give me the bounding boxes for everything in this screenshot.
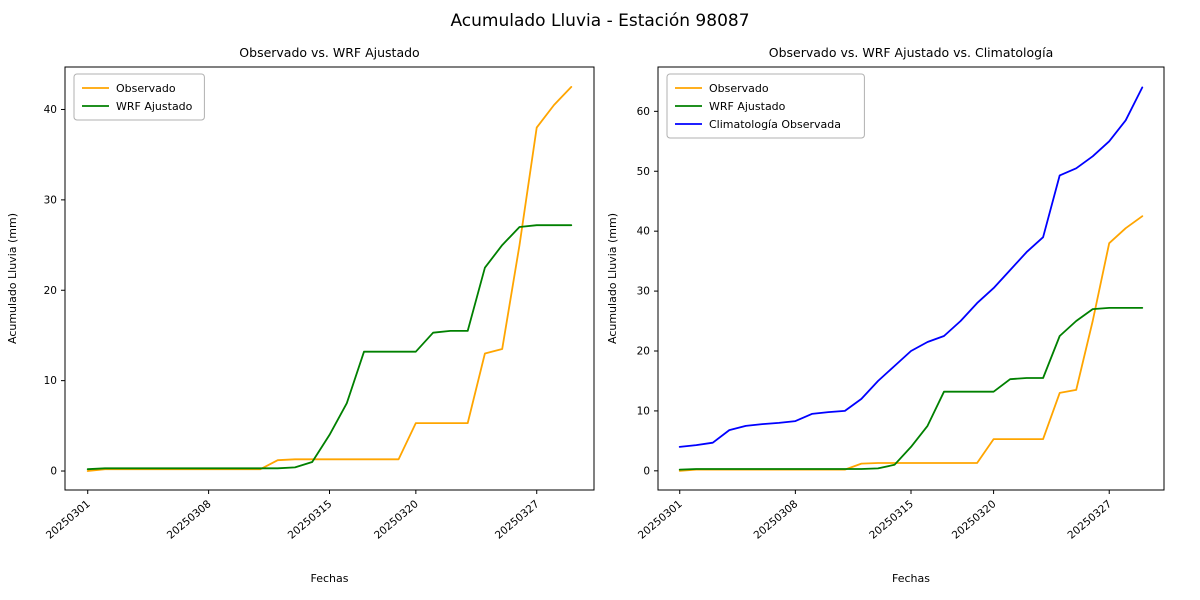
y-tick-label: 0 [50, 466, 57, 478]
legend-box [73, 73, 205, 121]
x-tick-label: 20250308 [165, 498, 214, 542]
x-tick-label: 20250315 [286, 498, 335, 542]
chart-observado-vs-wrf-vs-climatologia: Observado vs. WRF Ajustado vs. Climatolo… [600, 42, 1200, 600]
chart-canvas-left: Observado vs. WRF Ajustado 0 10 20 30 40 20250… [6, 45, 595, 585]
y-tick-label: 10 [44, 375, 57, 387]
legend-label-observado: Observado [116, 82, 176, 95]
x-tick-label: 20250315 [867, 498, 916, 542]
y-tick-label: 50 [637, 166, 650, 178]
y-axis-label: Acumulado Lluvia (mm) [606, 213, 619, 344]
x-tick-label: 20250327 [1065, 498, 1114, 542]
legend-box [666, 73, 865, 139]
series-line-observado [86, 86, 573, 472]
y-tick-label: 10 [637, 405, 650, 417]
legend-label-wrf-ajustado: WRF Ajustado [709, 100, 786, 113]
y-tick-label: 20 [44, 285, 57, 297]
y-tick-label: 30 [44, 194, 57, 206]
x-tick-label: 20250301 [636, 498, 685, 542]
y-tick-label: 40 [637, 226, 650, 238]
y-tick-label: 30 [637, 286, 650, 298]
subplot-title: Observado vs. WRF Ajustado vs. Climatolo… [769, 45, 1053, 60]
chart-observado-vs-wrf: Observado vs. WRF Ajustado 0 10 20 30 40 20250… [0, 42, 600, 600]
x-tick-label: 20250327 [493, 498, 542, 542]
legend: Observado WRF Ajustado Climatología Observ… [666, 73, 865, 139]
subplot-title: Observado vs. WRF Ajustado [239, 45, 419, 60]
x-axis-label: Fechas [892, 572, 930, 585]
y-tick-label: 40 [44, 104, 57, 116]
legend-label-climatologia-observada: Climatología Observada [709, 118, 841, 131]
chart-canvas-right: Observado vs. WRF Ajustado vs. Climatolo… [606, 45, 1165, 585]
series-line-wrf-ajustado [86, 224, 573, 471]
figure-title: Acumulado Lluvia - Estación 98087 [450, 11, 750, 31]
legend-label-observado: Observado [709, 82, 769, 95]
legend: Observado WRF Ajustado [73, 73, 205, 121]
x-tick-label: 20250320 [950, 498, 999, 542]
x-tick-label: 20250308 [752, 498, 801, 542]
series-line-observado [678, 215, 1144, 472]
y-axis-label: Acumulado Lluvia (mm) [6, 213, 19, 344]
series-line-climatologia-observada [678, 86, 1144, 448]
series-line-wrf-ajustado [678, 306, 1144, 471]
x-axis-label: Fechas [311, 572, 349, 585]
y-tick-label: 0 [643, 465, 650, 477]
y-tick-label: 60 [637, 106, 650, 118]
y-tick-label: 20 [637, 345, 650, 357]
x-tick-label: 20250301 [44, 498, 93, 542]
x-tick-label: 20250320 [372, 498, 421, 542]
legend-label-wrf-ajustado: WRF Ajustado [116, 100, 193, 113]
